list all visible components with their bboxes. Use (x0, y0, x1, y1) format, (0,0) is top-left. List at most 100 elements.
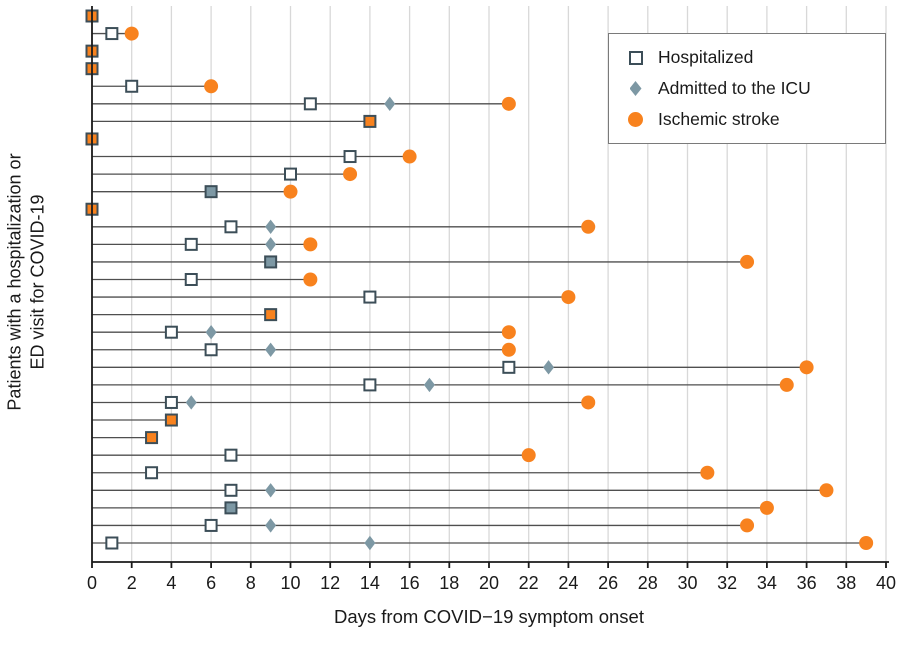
x-tick-label: 16 (400, 573, 420, 593)
patient-row (92, 237, 318, 252)
patient-row (92, 500, 774, 515)
x-tick-label: 24 (558, 573, 578, 593)
patient-row (92, 448, 536, 463)
stroke-marker (501, 325, 516, 340)
patient-row (92, 360, 814, 375)
hospitalized-marker (303, 97, 317, 111)
stroke-marker (859, 536, 874, 550)
hospitalized-marker (502, 360, 516, 374)
icu-marker (185, 395, 197, 410)
x-tick-label: 6 (206, 573, 216, 593)
icu-marker (265, 342, 277, 357)
y-axis-label-line2: ED visit for COVID-19 (28, 194, 48, 370)
icu-marker (265, 518, 277, 533)
icu-marker (384, 96, 396, 112)
patient-row (92, 535, 874, 551)
stroke-marker (124, 26, 139, 41)
patient-row (92, 96, 516, 112)
hospitalized-marker (105, 536, 119, 550)
hospitalized-marker (164, 325, 178, 339)
icu-marker (265, 237, 277, 252)
hospitalized-marker (264, 255, 278, 269)
icu-marker (265, 483, 277, 498)
legend: Hospitalized Admitted to the ICU Ischemi… (608, 33, 886, 144)
x-tick-label: 2 (127, 573, 137, 593)
hospitalized-marker (164, 413, 178, 427)
patient-row (92, 465, 715, 480)
patient-row (92, 483, 834, 498)
patient-row (92, 290, 576, 305)
stroke-marker (283, 184, 298, 199)
y-axis-label-line1: Patients with a hospitalization or (4, 153, 25, 411)
hospitalized-marker (264, 308, 278, 322)
hospitalized-marker (363, 378, 377, 392)
stroke-marker (581, 219, 596, 234)
patient-row (92, 308, 278, 322)
x-tick-label: 18 (439, 573, 459, 593)
x-tick-label: 8 (246, 573, 256, 593)
stroke-marker (204, 79, 219, 94)
patient-row (92, 26, 139, 41)
x-tick-label: 28 (638, 573, 658, 593)
hospitalized-marker (184, 273, 198, 286)
icu-marker (205, 325, 217, 340)
icu-diamond-icon (627, 80, 644, 97)
stroke-circle-icon (627, 111, 644, 128)
patient-row (92, 149, 417, 164)
hospitalized-marker (363, 290, 377, 304)
patient-row (92, 167, 358, 182)
x-tick-label: 10 (280, 573, 300, 593)
x-tick-label: 4 (166, 573, 176, 593)
stroke-marker (402, 149, 417, 164)
hospitalized-marker (224, 220, 238, 234)
patient-row (92, 219, 596, 234)
hospitalized-marker (204, 343, 218, 357)
patient-row (92, 184, 298, 199)
legend-item-icu: Admitted to the ICU (627, 78, 867, 99)
legend-label-stroke: Ischemic stroke (658, 109, 780, 129)
stroke-marker (759, 500, 774, 515)
patient-row (92, 395, 596, 410)
stroke-marker (700, 465, 715, 480)
x-tick-label: 0 (87, 573, 97, 593)
hospitalized-marker (204, 185, 218, 199)
x-tick-label: 38 (836, 573, 856, 593)
icu-marker (265, 219, 277, 234)
hospitalized-marker (224, 501, 238, 515)
stroke-marker (561, 290, 576, 305)
stroke-marker (581, 395, 596, 410)
icu-marker (423, 377, 435, 393)
hospitalized-marker (145, 431, 159, 445)
stroke-marker (303, 237, 318, 252)
stroke-marker (303, 272, 318, 287)
stroke-marker (779, 377, 794, 392)
hospitalized-square-icon (627, 49, 644, 66)
hospitalized-marker (125, 79, 139, 93)
stroke-marker (501, 96, 516, 111)
stroke-marker (740, 518, 755, 533)
hospitalized-marker (284, 167, 297, 181)
hospitalized-marker (164, 395, 178, 409)
stroke-marker (799, 360, 814, 375)
x-tick-label: 32 (717, 573, 737, 593)
y-axis-label: Patients with a hospitalization or ED vi… (4, 153, 51, 410)
patient-row (92, 114, 377, 128)
stroke-marker (343, 167, 358, 182)
x-axis-label: Days from COVID−19 symptom onset (334, 606, 644, 627)
x-tick-label: 20 (479, 573, 499, 593)
patient-row (92, 413, 178, 427)
patient-row (92, 325, 516, 340)
hospitalized-marker (184, 237, 198, 251)
legend-item-hospitalized: Hospitalized (627, 47, 867, 68)
stroke-marker (521, 448, 536, 463)
stroke-marker (740, 254, 755, 269)
hospitalized-marker (363, 114, 377, 128)
patient-row (92, 272, 318, 287)
hospitalized-marker (204, 518, 218, 532)
stroke-marker (501, 342, 516, 357)
hospitalized-marker (224, 448, 238, 462)
legend-item-stroke: Ischemic stroke (627, 109, 867, 130)
legend-label-icu: Admitted to the ICU (658, 78, 811, 98)
